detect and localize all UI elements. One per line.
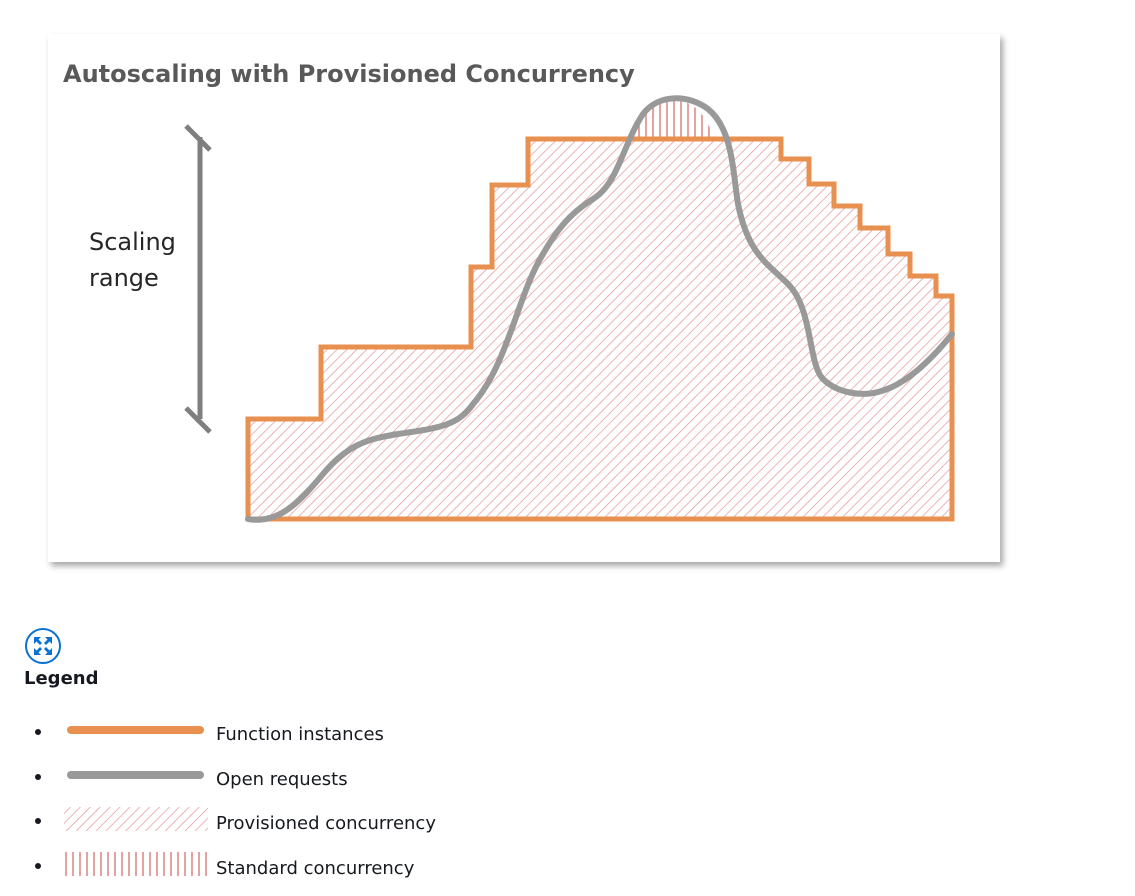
legend-label: Provisioned concurrency <box>216 813 436 834</box>
bullet <box>35 862 41 869</box>
bullet <box>35 818 41 824</box>
vertical-hatch-swatch <box>64 851 208 876</box>
legend-item-function-instances: Function instances <box>0 715 520 760</box>
legend-item-open-requests: Open requests <box>0 760 520 805</box>
diagram-canvas <box>184 95 955 523</box>
legend-label: Function instances <box>216 724 384 745</box>
scaling-label-line2: range <box>89 264 159 292</box>
legend-list: Function instances Open requests Provisi… <box>0 715 520 893</box>
open-requests-line <box>245 95 955 523</box>
diagonal-hatch-swatch <box>64 807 208 831</box>
standard-concurrency-area <box>633 100 714 139</box>
scaling-range-arrow <box>184 124 212 434</box>
legend-heading: Legend <box>24 668 99 689</box>
orange-line-swatch <box>67 726 204 734</box>
bullet <box>35 773 41 780</box>
expand-icon-graphic <box>25 628 61 664</box>
bullet <box>35 729 41 735</box>
function-instances-line <box>245 136 955 522</box>
legend-label: Open requests <box>216 768 348 790</box>
legend-item-standard-concurrency: Standard concurrency <box>0 849 520 894</box>
scaling-label-line1: Scaling <box>89 228 176 256</box>
autoscaling-diagram: Autoscaling with Provisioned Concurrency… <box>48 34 1000 562</box>
gray-line-swatch <box>67 770 204 779</box>
legend-item-provisioned-concurrency: Provisioned concurrency <box>0 804 520 849</box>
expand-icon[interactable] <box>24 627 62 665</box>
scaling-range-label: Scaling range <box>89 224 209 296</box>
provisioned-concurrency-area <box>248 139 952 519</box>
legend-label: Standard concurrency <box>216 857 415 879</box>
diagram-title: Autoscaling with Provisioned Concurrency <box>63 60 635 88</box>
